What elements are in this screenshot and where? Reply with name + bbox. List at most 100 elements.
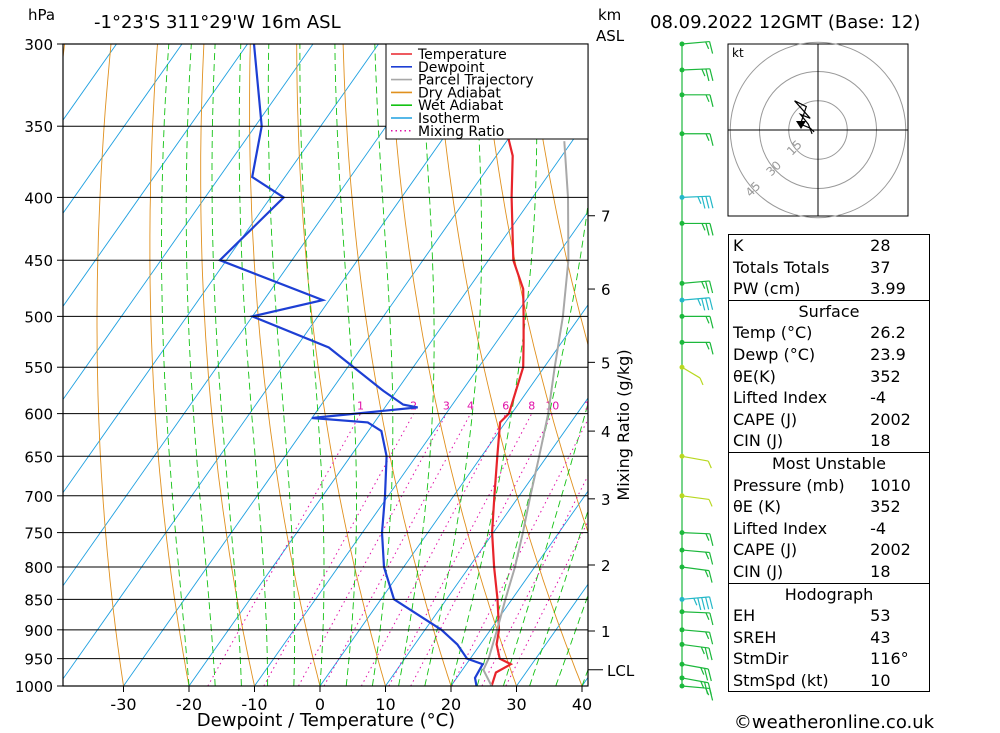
pressure-tick-label: 650 [24, 448, 53, 466]
pressure-tick-label: 850 [24, 591, 53, 609]
wind-barb-feather [705, 551, 710, 560]
mixing-ratio-line [451, 418, 588, 686]
wind-barb-feather [705, 631, 710, 640]
wind-barb-staff [681, 685, 710, 690]
mixing-ratio-line [360, 413, 507, 686]
wind-barb-feather [697, 298, 702, 306]
wind-barb-feather [697, 196, 702, 204]
wet-adiabat-line [424, 44, 483, 686]
wind-barb-feather [709, 316, 714, 329]
wind-barb-feather [707, 460, 712, 469]
wind-barb-feather [697, 597, 702, 611]
wet-adiabat-line [502, 401, 588, 686]
mu-row-pressure: Pressure (mb) 1010 [733, 475, 911, 495]
wind-barb-feather [708, 570, 713, 583]
mixing-ratio-line [388, 413, 533, 686]
temperature-tick-label: 40 [572, 695, 592, 714]
mixing-ratio-line [410, 413, 553, 686]
mixing-ratio-tick-label: 1 [357, 400, 364, 413]
hodo-row-eh: EH 53 [733, 606, 891, 626]
dry-adiabat-line [993, 44, 1000, 686]
wind-barb-staff [681, 611, 710, 614]
wind-barb-feather [705, 342, 710, 350]
x-axis-label: Dewpoint / Temperature (°C) [197, 710, 455, 731]
legend-entry: Isotherm [418, 111, 480, 127]
mu-row-lifted-index: Lifted Index -4 [733, 518, 887, 538]
pressure-tick-label: 800 [24, 559, 53, 577]
dry-adiabat-line [200, 44, 255, 686]
location-label: -1°23'S 311°29'W 16m ASL [94, 12, 341, 33]
wind-barb-staff [681, 566, 710, 572]
wind-barb-staff [681, 366, 701, 379]
hodo-row-stmspd: StmSpd (kt) 10 [733, 670, 891, 690]
wind-barb-feather [701, 196, 706, 209]
pressure-tick-label: 350 [24, 118, 53, 136]
hodo-row-sreh: SREH 43 [733, 627, 891, 647]
credit-label: ©weatheronline.co.uk [734, 712, 935, 733]
mu-row-thetae: θE (K) 352 [733, 497, 901, 517]
wind-barb-feather [701, 281, 706, 289]
dewpoint-line [217, 44, 485, 686]
wet-adiabat-line [555, 593, 588, 686]
pressure-tick-label: 950 [24, 651, 53, 669]
index-row-k: K 28 [733, 236, 891, 255]
wind-barb-feather [705, 133, 710, 141]
mixing-ratio-line [323, 413, 471, 686]
mixing-ratio-line [207, 413, 361, 686]
isotherm-line [63, 44, 510, 680]
pressure-tick-label: 900 [24, 622, 53, 640]
isotherm-line [63, 44, 183, 214]
wind-barb-feather [705, 94, 710, 103]
wind-barb-feather [705, 612, 710, 621]
pressure-tick-label: 750 [24, 525, 53, 543]
hodo-row-stmdir: StmDir 116° [733, 649, 909, 669]
wind-barb-feather [708, 552, 714, 565]
isotherm-line [63, 44, 445, 587]
surface-row-lifted-index: Lifted Index -4 [733, 388, 887, 408]
dry-adiabat-line [296, 44, 386, 686]
isotherm-line [188, 117, 588, 686]
mixing-ratio-tick-label: 4 [467, 400, 474, 413]
wet-adiabat-line [267, 44, 296, 686]
legend-entry: Mixing Ratio [418, 124, 504, 140]
pressure-tick-label: 1000 [15, 678, 53, 696]
pressure-unit-label: hPa [28, 6, 56, 24]
wind-barb-feather [708, 596, 714, 610]
wet-adiabat-line [185, 44, 216, 686]
mixing-ratio-tick-label: 25 [635, 400, 649, 413]
pressure-tick-label: 400 [24, 189, 53, 207]
wind-barb-feather [709, 196, 714, 209]
surface-row-temp: Temp (°C) 26.2 [733, 323, 906, 343]
wind-barb-feather [703, 681, 709, 695]
mu-row-cape: CAPE (J) 2002 [733, 540, 911, 560]
surface-row-dewp: Dewp (°C) 23.9 [733, 344, 906, 364]
dry-adiabat-line [528, 44, 588, 347]
wet-adiabat-line [371, 44, 394, 686]
wind-barb-feather [700, 667, 705, 675]
hodograph-trace [794, 100, 815, 135]
wind-barb-feather [700, 681, 705, 689]
wind-barb-staff [681, 531, 710, 535]
mixing-ratio-line [481, 474, 588, 686]
wind-barb-feather [707, 668, 712, 682]
surface-row-cin: CIN (J) 18 [733, 431, 891, 451]
temperature-line [490, 44, 525, 686]
hodograph-storm-marker [796, 121, 806, 129]
index-row-totals: Totals Totals 37 [733, 257, 891, 277]
wet-adiabat-line [211, 44, 242, 686]
wind-barb-feather [708, 41, 714, 54]
wet-adiabat-line [299, 44, 325, 686]
wind-barb-staff [681, 455, 709, 462]
mixing-ratio-axis-label: Mixing Ratio (g/kg) [614, 349, 633, 500]
index-row-pw: PW (cm) 3.99 [733, 279, 906, 299]
wet-adiabat-line [334, 44, 357, 686]
hodograph-unit-label: kt [732, 46, 744, 60]
dry-adiabat-line [947, 44, 1000, 686]
wet-adiabat-line [529, 509, 588, 686]
temperature-tick-label: 10 [375, 695, 395, 714]
wind-barb-staff [681, 549, 710, 554]
temperature-tick-label: 30 [506, 695, 526, 714]
mixing-ratio-tick-label: 10 [545, 400, 559, 413]
wind-barb-feather [705, 41, 710, 50]
mixing-ratio-tick-label: 6 [502, 400, 509, 413]
